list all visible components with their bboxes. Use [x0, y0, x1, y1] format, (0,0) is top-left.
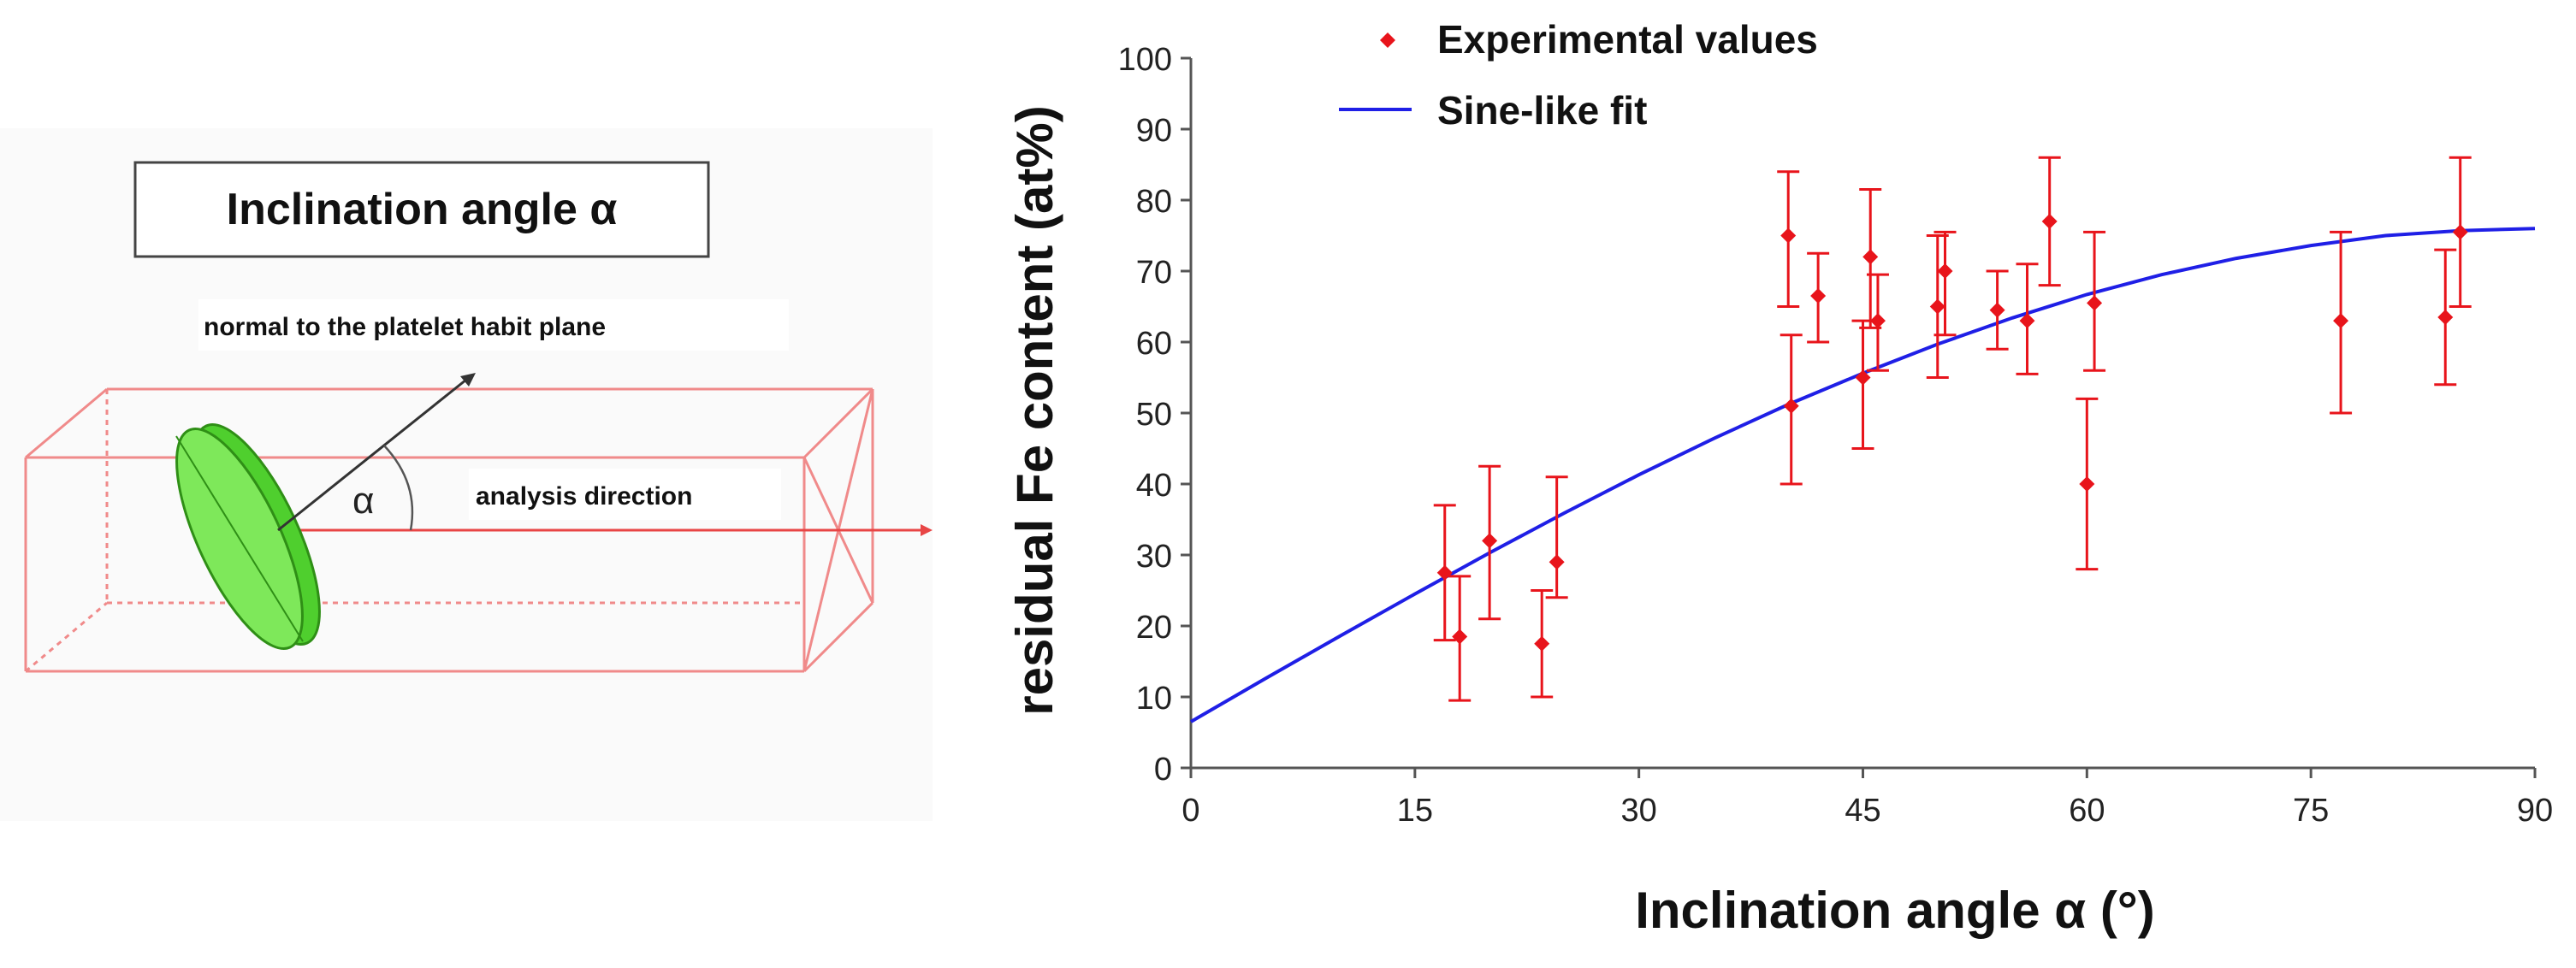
- data-point: [2434, 248, 2457, 387]
- point-marker: [1783, 398, 1799, 414]
- data-point: [1986, 269, 2009, 351]
- point-marker: [2437, 309, 2454, 325]
- point-marker: [1482, 533, 1498, 549]
- y-tick-label: 50: [1136, 397, 1172, 433]
- data-point: [2083, 230, 2106, 372]
- y-tick-label: 10: [1136, 681, 1172, 717]
- data-point: [1448, 575, 1472, 702]
- experimental-points: [1433, 156, 2472, 702]
- diagram-title: Inclination angle α: [227, 185, 618, 234]
- x-tick-label: 90: [2517, 793, 2553, 829]
- y-tick-label: 60: [1136, 326, 1172, 362]
- point-marker: [1855, 369, 1871, 386]
- angle-alpha-label: α: [352, 480, 374, 522]
- data-point: [1859, 188, 1882, 329]
- x-tick-label: 60: [2069, 793, 2105, 829]
- legend-experimental-marker: [1380, 32, 1395, 48]
- x-tick-label: 15: [1397, 793, 1433, 829]
- data-point: [2330, 230, 2353, 415]
- y-tick-label: 70: [1136, 255, 1172, 291]
- point-marker: [1810, 288, 1827, 304]
- data-point: [1807, 251, 1830, 344]
- data-point: [1545, 475, 1568, 599]
- point-marker: [1780, 227, 1797, 244]
- x-tick-label: 45: [1845, 793, 1880, 829]
- data-point: [2076, 397, 2099, 571]
- point-marker: [2087, 295, 2103, 311]
- data-point: [1933, 230, 1957, 337]
- data-point: [1926, 234, 1949, 379]
- data-point: [2038, 156, 2061, 287]
- point-marker: [1436, 564, 1453, 581]
- point-marker: [2333, 313, 2349, 329]
- x-axis-title: Inclination angle α (°): [1635, 882, 2155, 939]
- y-tick-label: 0: [1154, 752, 1172, 788]
- data-point: [1851, 319, 1874, 450]
- point-marker: [1869, 313, 1886, 329]
- point-marker: [1929, 298, 1945, 315]
- point-marker: [1989, 302, 2005, 318]
- normal-label: normal to the platelet habit plane: [204, 313, 606, 341]
- y-tick-label: 80: [1136, 184, 1172, 220]
- point-marker: [2079, 476, 2095, 492]
- data-point: [1780, 333, 1803, 486]
- point-marker: [1549, 554, 1565, 570]
- point-marker: [2019, 313, 2035, 329]
- analysis-label-box: [469, 469, 781, 520]
- data-point: [1478, 464, 1501, 621]
- normal-arrow: [277, 378, 467, 532]
- legend-fit-label: Sine-like fit: [1437, 88, 1647, 133]
- point-marker: [1452, 629, 1468, 645]
- y-tick-label: 40: [1136, 468, 1172, 504]
- x-tick-label: 0: [1181, 793, 1199, 829]
- legend: Experimental values Sine-like fit: [1339, 17, 1818, 133]
- sine-fit-line: [1189, 227, 2536, 723]
- chart: 0 10 20 30 40 50 60 70 80 90 100 0 15 30 45 60 75 90 Incl…: [1006, 17, 2553, 939]
- normal-label-box: [198, 299, 789, 351]
- data-point: [2016, 263, 2039, 375]
- x-tick-label: 30: [1621, 793, 1657, 829]
- angle-arc: [383, 445, 414, 531]
- data-point: [1777, 170, 1800, 308]
- schematic-diagram: Inclination angle α normal to the platel…: [0, 128, 933, 821]
- x-tick-label: 75: [2293, 793, 2329, 829]
- point-marker: [2452, 224, 2468, 240]
- normal-arrow-head: [460, 373, 476, 387]
- analysis-arrow-head: [921, 524, 933, 536]
- data-point: [1531, 589, 1554, 699]
- y-tick-label: 90: [1136, 113, 1172, 149]
- point-marker: [1862, 249, 1879, 265]
- point-marker: [1534, 635, 1550, 652]
- legend-experimental-label: Experimental values: [1437, 17, 1818, 62]
- axis-ticks: 0 10 20 30 40 50 60 70 80 90 100 0 15 30 45 60 75 90: [1118, 42, 2554, 829]
- diagram-title-box: [133, 161, 710, 258]
- y-axis-title: residual Fe content (at%): [1006, 105, 1063, 715]
- analysis-label: analysis direction: [476, 482, 692, 511]
- y-tick-label: 20: [1136, 610, 1172, 646]
- analysis-volume-box: [24, 387, 874, 673]
- y-tick-label: 100: [1118, 42, 1172, 78]
- point-marker: [1937, 263, 1953, 279]
- data-point: [1866, 273, 1889, 372]
- data-point: [2449, 156, 2472, 308]
- point-marker: [2041, 213, 2058, 229]
- y-tick-label: 30: [1136, 539, 1172, 575]
